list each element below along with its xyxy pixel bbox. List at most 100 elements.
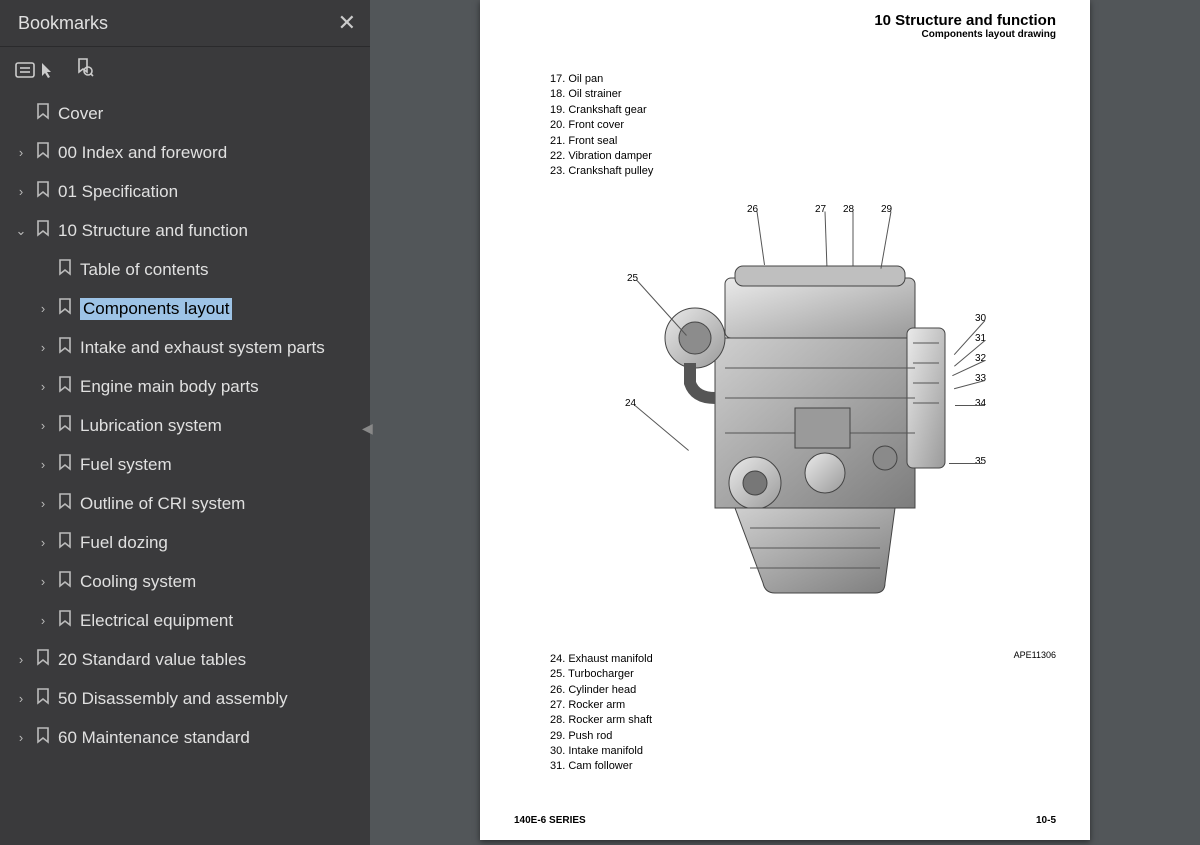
bookmark-item[interactable]: › 00 Index and foreword	[6, 133, 364, 172]
chevron-right-icon[interactable]: ›	[36, 418, 50, 433]
page-header-title: 10 Structure and function	[480, 12, 1056, 29]
bookmark-item[interactable]: › 60 Maintenance standard	[6, 718, 364, 757]
bookmark-label: 60 Maintenance standard	[58, 728, 250, 748]
component-list-item: 26. Cylinder head	[550, 683, 1090, 698]
bookmark-label: Engine main body parts	[80, 377, 259, 397]
bookmark-icon	[56, 453, 74, 476]
page-footer: 140E-6 SERIES 10-5	[514, 815, 1056, 826]
chevron-right-icon[interactable]: ›	[14, 145, 28, 160]
diagram-callout: 32	[975, 353, 986, 364]
bookmark-item[interactable]: › Engine main body parts	[6, 367, 364, 406]
bookmark-icon	[56, 375, 74, 398]
bookmark-item[interactable]: › Electrical equipment	[6, 601, 364, 640]
component-list-item: 24. Exhaust manifold	[550, 652, 1090, 667]
bookmark-item[interactable]: Table of contents	[6, 250, 364, 289]
bookmark-icon	[56, 570, 74, 593]
chevron-down-icon[interactable]: ⌄	[14, 223, 28, 239]
component-list-item: 27. Rocker arm	[550, 698, 1090, 713]
bookmark-label: Cooling system	[80, 572, 196, 592]
cursor-icon	[40, 61, 54, 79]
diagram-callout: 34	[975, 398, 986, 409]
diagram-callout: 29	[881, 204, 892, 215]
bookmark-item[interactable]: › Lubrication system	[6, 406, 364, 445]
component-list-item: 22. Vibration damper	[550, 149, 1090, 164]
bookmarks-tree[interactable]: Cover › 00 Index and foreword ›01 Specifica…	[0, 90, 370, 845]
bookmark-label: Lubrication system	[80, 416, 222, 436]
bookmark-icon	[34, 102, 52, 125]
bookmark-icon	[34, 687, 52, 710]
bookmark-label: Table of contents	[80, 260, 209, 280]
diagram-callout: 33	[975, 373, 986, 384]
footer-pagenum: 10-5	[1036, 815, 1056, 826]
bookmark-label: Intake and exhaust system parts	[80, 338, 325, 358]
components-list-top: 17. Oil pan18. Oil strainer19. Crankshaf…	[480, 72, 1090, 180]
figure-code: APE11306	[1014, 650, 1056, 660]
chevron-right-icon[interactable]: ›	[36, 535, 50, 550]
chevron-right-icon[interactable]: ›	[36, 613, 50, 628]
bookmark-search-icon	[74, 57, 94, 77]
bookmark-item[interactable]: ›01 Specification	[6, 172, 364, 211]
bookmark-item[interactable]: ›50 Disassembly and assembly	[6, 679, 364, 718]
bookmark-item[interactable]: › Cooling system	[6, 562, 364, 601]
chevron-right-icon[interactable]: ›	[36, 301, 50, 316]
bookmark-label: Fuel dozing	[80, 533, 168, 553]
bookmark-item[interactable]: ⌄ 10 Structure and function	[6, 211, 364, 250]
bookmark-label: Electrical equipment	[80, 611, 233, 631]
page-header: 10 Structure and function Components lay…	[480, 0, 1090, 44]
component-list-item: 19. Crankshaft gear	[550, 103, 1090, 118]
sidebar-header: Bookmarks ✕	[0, 0, 370, 47]
bookmark-label: 20 Standard value tables	[58, 650, 246, 670]
bookmark-icon	[56, 336, 74, 359]
footer-series: 140E-6 SERIES	[514, 815, 586, 826]
component-list-item: 17. Oil pan	[550, 72, 1090, 87]
document-viewport[interactable]: 10 Structure and function Components lay…	[370, 0, 1200, 845]
chevron-right-icon[interactable]: ›	[36, 457, 50, 472]
diagram-callout: 28	[843, 204, 854, 215]
bookmark-item[interactable]: › Fuel dozing	[6, 523, 364, 562]
bookmark-icon	[34, 219, 52, 242]
bookmark-item[interactable]: ›Fuel system	[6, 445, 364, 484]
component-list-item: 21. Front seal	[550, 134, 1090, 149]
find-bookmark-button[interactable]	[74, 57, 94, 82]
diagram-callout: 27	[815, 204, 826, 215]
components-list-bottom: 24. Exhaust manifold25. Turbocharger26. …	[480, 652, 1090, 775]
component-list-item: 31. Cam follower	[550, 759, 1090, 774]
component-list-item: 23. Crankshaft pulley	[550, 164, 1090, 179]
chevron-right-icon[interactable]: ›	[36, 574, 50, 589]
chevron-right-icon[interactable]: ›	[36, 379, 50, 394]
bookmark-label: Outline of CRI system	[80, 494, 245, 514]
bookmark-item[interactable]: › Intake and exhaust system parts	[6, 328, 364, 367]
bookmarks-sidebar: Bookmarks ✕ Cover›00 Index and foreword›…	[0, 0, 370, 845]
chevron-right-icon[interactable]: ›	[14, 730, 28, 745]
bookmark-item[interactable]: Cover	[6, 94, 364, 133]
chevron-right-icon[interactable]: ›	[36, 340, 50, 355]
sidebar-toolbar	[0, 47, 370, 90]
diagram-callout: 26	[747, 204, 758, 215]
component-list-item: 29. Push rod	[550, 729, 1090, 744]
bookmark-item[interactable]: ›Components layout	[6, 289, 364, 328]
close-icon[interactable]: ✕	[338, 10, 356, 36]
chevron-right-icon[interactable]: ›	[14, 184, 28, 199]
chevron-right-icon[interactable]: ›	[14, 691, 28, 706]
diagram-callout: 30	[975, 313, 986, 324]
bookmark-item[interactable]: › 20 Standard value tables	[6, 640, 364, 679]
document-page: 10 Structure and function Components lay…	[480, 0, 1090, 840]
chevron-right-icon[interactable]: ›	[36, 496, 50, 511]
bookmark-label: 10 Structure and function	[58, 221, 248, 241]
bookmark-label: 00 Index and foreword	[58, 143, 227, 163]
component-list-item: 30. Intake manifold	[550, 744, 1090, 759]
diagram-callout: 35	[975, 456, 986, 467]
bookmark-item[interactable]: › Outline of CRI system	[6, 484, 364, 523]
component-list-item: 18. Oil strainer	[550, 87, 1090, 102]
engine-illustration	[655, 248, 955, 618]
component-list-item: 28. Rocker arm shaft	[550, 713, 1090, 728]
bookmark-icon	[56, 492, 74, 515]
bookmark-icon	[34, 726, 52, 749]
sidebar-title: Bookmarks	[18, 13, 108, 34]
collapse-sidebar-handle[interactable]: ◀	[362, 420, 373, 437]
bookmark-icon	[56, 609, 74, 632]
chevron-right-icon[interactable]: ›	[14, 652, 28, 667]
bookmark-icon	[34, 141, 52, 164]
engine-diagram: 242526272829303132333435	[545, 198, 1025, 638]
outline-options-button[interactable]	[14, 60, 54, 80]
